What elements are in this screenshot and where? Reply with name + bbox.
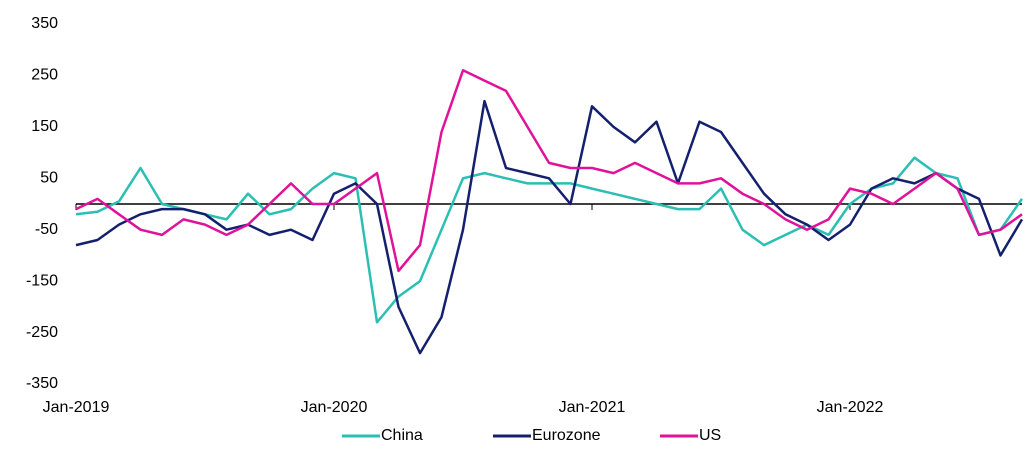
y-tick-label: -250 (26, 324, 58, 341)
series-line (75, 156, 1024, 324)
y-tick-label: 250 (31, 67, 58, 84)
y-tick-label: 350 (31, 15, 58, 32)
x-tick-label: Jan-2022 (817, 399, 884, 416)
y-tick-label: -50 (35, 221, 58, 238)
legend-label: US (699, 427, 721, 444)
x-tick-label: Jan-2021 (559, 399, 626, 416)
y-tick-label: 150 (31, 118, 58, 135)
x-tick-label: Jan-2019 (43, 399, 110, 416)
legend-label: China (381, 427, 423, 444)
series-line (75, 69, 1023, 273)
legend-label: Eurozone (532, 427, 601, 444)
y-tick-label: 50 (40, 170, 58, 187)
series-line (75, 99, 1024, 355)
y-tick-label: -350 (26, 375, 58, 392)
x-tick-label: Jan-2020 (301, 399, 368, 416)
y-tick-label: -150 (26, 272, 58, 289)
